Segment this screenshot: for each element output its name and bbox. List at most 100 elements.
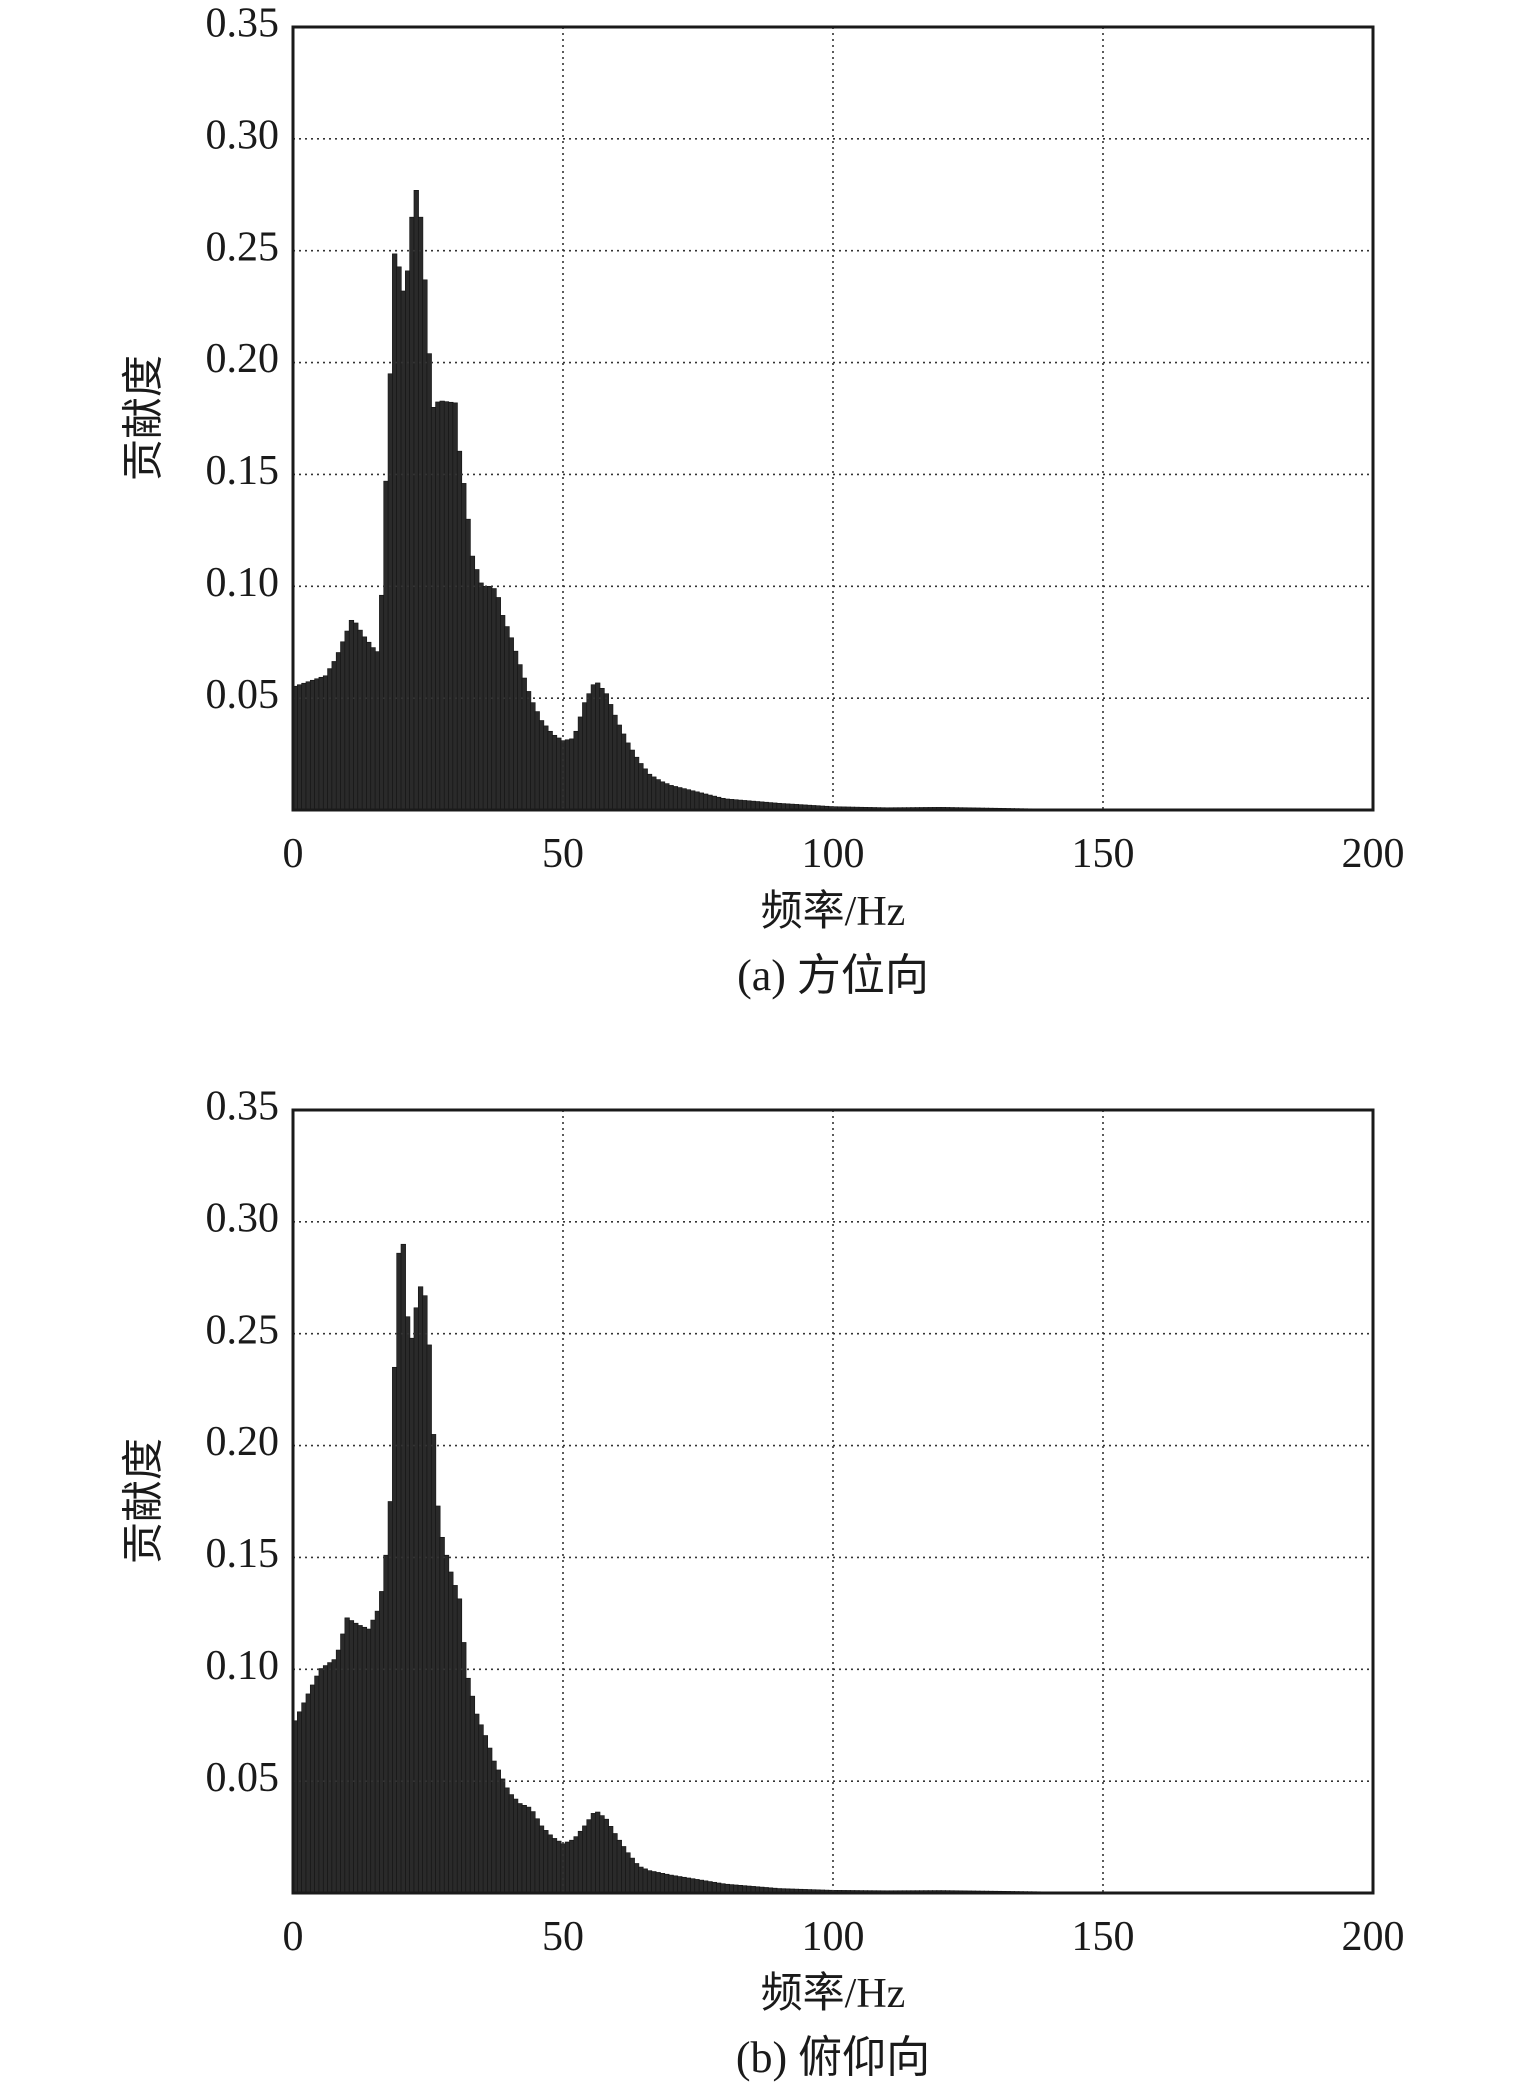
frequency-bar	[474, 569, 480, 811]
frequency-bar	[309, 1684, 316, 1894]
frequency-bar	[297, 684, 303, 811]
y-tick-label: 0.25	[206, 224, 280, 270]
frequency-bar	[547, 1834, 553, 1894]
frequency-bar	[426, 353, 432, 811]
frequency-bar	[638, 1866, 644, 1894]
frequency-bar	[543, 1830, 549, 1894]
frequency-bar	[400, 290, 406, 811]
x-tick-label: 50	[542, 831, 584, 877]
frequency-bar	[573, 730, 579, 811]
frequency-bar	[672, 786, 679, 811]
frequency-bar	[538, 1825, 545, 1894]
frequency-bar	[664, 1873, 670, 1894]
frequency-bar	[422, 1295, 428, 1894]
frequency-bar	[443, 401, 450, 811]
frequency-bar	[469, 555, 476, 811]
frequency-bar	[642, 768, 648, 811]
frequency-bar	[500, 1778, 506, 1894]
frequency-bar	[340, 641, 346, 811]
frequency-bar	[353, 622, 359, 811]
y-tick-label: 0.30	[206, 1195, 280, 1241]
frequency-bar	[383, 480, 389, 811]
frequency-bar	[586, 693, 592, 811]
frequency-bar	[547, 730, 553, 811]
frequency-bar	[482, 1735, 488, 1894]
frequency-bar	[405, 1316, 411, 1894]
frequency-bar	[625, 742, 631, 811]
frequency-bar	[629, 1857, 635, 1894]
frequency-bar	[711, 795, 717, 811]
frequency-bar	[659, 1873, 666, 1894]
frequency-bar	[551, 734, 558, 811]
frequency-bar	[599, 1815, 605, 1894]
x-tick-labels: 0 50 100 150 200	[283, 831, 1405, 877]
frequency-bar	[551, 1838, 558, 1894]
y-tick-label: 0.15	[206, 1531, 280, 1577]
y-tick-label: 0.30	[206, 112, 280, 158]
frequency-bar	[513, 650, 519, 811]
frequency-bar	[335, 652, 342, 811]
frequency-bar	[608, 704, 614, 811]
frequency-bar	[608, 1826, 614, 1894]
x-tick-label: 100	[802, 1914, 865, 1960]
frequency-bar	[690, 790, 696, 811]
frequency-bar	[681, 1876, 687, 1894]
frequency-bar	[612, 714, 618, 811]
x-tick-label: 100	[802, 831, 865, 877]
frequency-bar	[525, 1806, 532, 1894]
frequency-bar	[513, 1798, 519, 1894]
frequency-bar	[603, 693, 609, 811]
frequency-bar	[711, 1881, 717, 1894]
plot-frame	[291, 25, 1375, 812]
frequency-bar	[426, 1344, 432, 1894]
frequency-bar	[538, 720, 545, 811]
frequency-bar	[301, 682, 307, 811]
frequency-bar	[677, 1876, 683, 1894]
frequency-bar	[357, 1625, 363, 1894]
frequency-bar	[344, 630, 350, 811]
frequency-bar	[530, 702, 536, 811]
frequency-bar	[633, 1863, 640, 1894]
frequency-bar	[573, 1836, 579, 1894]
frequency-bar	[668, 1874, 674, 1894]
frequency-bar	[417, 1286, 424, 1894]
frequency-bar	[590, 684, 597, 811]
frequency-bar	[642, 1868, 648, 1894]
frequency-bar	[417, 216, 424, 811]
frequency-bar	[439, 400, 445, 811]
frequency-bar	[595, 682, 601, 811]
frequency-bar	[318, 676, 324, 811]
frequency-bar	[530, 1811, 536, 1894]
frequency-bar	[651, 1871, 657, 1894]
frequency-bar	[465, 1677, 471, 1894]
frequency-bar	[703, 1880, 709, 1894]
frequency-bar	[733, 799, 739, 811]
frequency-bar	[340, 1633, 346, 1894]
plot-frame	[291, 1108, 1375, 1895]
frequency-bar	[413, 190, 419, 811]
frequency-bar	[698, 792, 705, 811]
frequency-bar	[370, 647, 376, 811]
frequency-bar	[435, 401, 441, 811]
bar-series	[292, 1243, 1154, 1894]
frequency-bar	[370, 1619, 376, 1894]
frequency-bar	[387, 1501, 393, 1894]
frequency-bar	[379, 1591, 385, 1894]
frequency-bar	[344, 1617, 350, 1894]
frequency-bar	[646, 1870, 653, 1894]
x-tick-label: 200	[1342, 1914, 1405, 1960]
x-tick-label: 200	[1342, 831, 1405, 877]
x-tick-label: 50	[542, 1914, 584, 1960]
frequency-bar	[491, 588, 497, 811]
grid-lines	[293, 1110, 1373, 1893]
frequency-bar	[322, 675, 329, 811]
frequency-bar	[508, 637, 514, 811]
frequency-bar	[301, 1702, 307, 1894]
frequency-bar	[556, 1840, 562, 1894]
frequency-bar	[677, 787, 683, 811]
frequency-bar	[305, 681, 311, 811]
frequency-bar	[690, 1878, 696, 1894]
frequency-bar	[694, 791, 700, 811]
frequency-bar	[685, 1877, 692, 1894]
